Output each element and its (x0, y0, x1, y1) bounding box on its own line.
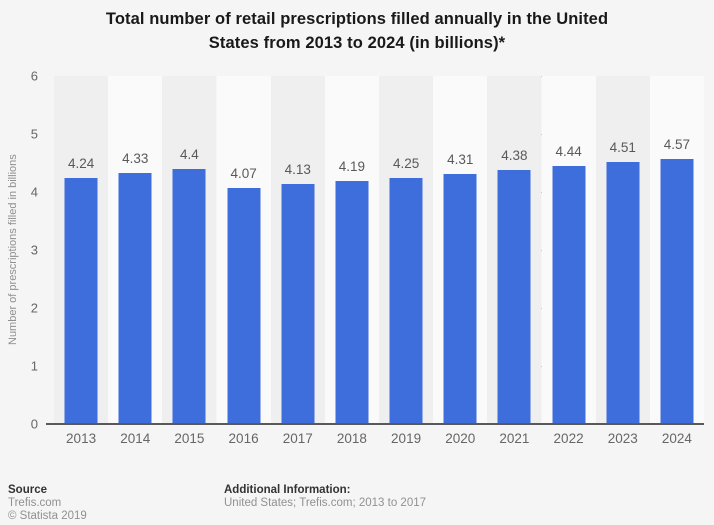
y-tick-label-2: 2 (30, 300, 38, 316)
y-tick-label-4: 4 (30, 184, 38, 200)
bar-2024[interactable] (660, 158, 694, 424)
x-axis-label-2018: 2018 (336, 431, 367, 446)
category-column-2018: 4.19 (324, 76, 379, 424)
bar-value-label-2014: 4.33 (122, 150, 149, 166)
chart-title: Total number of retail prescriptions fil… (0, 7, 714, 55)
bar-value-label-2024: 4.57 (663, 136, 691, 152)
category-column-2015: 4.4 (162, 76, 217, 424)
additional-info-block: Additional Information: United States; T… (224, 484, 426, 510)
x-axis-label-2021: 2021 (499, 431, 530, 446)
bar-value-label-2022: 4.44 (555, 144, 582, 160)
bar-2023[interactable] (606, 162, 640, 424)
category-column-2020: 4.31 (433, 76, 488, 424)
bar-2017[interactable] (281, 184, 315, 424)
y-tick-label-0: 0 (30, 416, 38, 432)
x-axis-label-2019: 2019 (391, 431, 422, 446)
x-axis-label-2014: 2014 (120, 431, 151, 446)
source-block: Source Trefis.com © Statista 2019 (8, 484, 87, 523)
x-axis-label-2016: 2016 (228, 431, 259, 446)
category-column-2013: 4.24 (54, 76, 109, 424)
bar-2019[interactable] (389, 177, 423, 424)
category-column-2024: 4.57 (649, 76, 704, 424)
x-axis-label-2024: 2024 (661, 431, 692, 446)
y-tick-label-5: 5 (30, 126, 38, 142)
additional-info-label: Additional Information: (224, 484, 351, 496)
bar-value-label-2019: 4.25 (392, 155, 420, 171)
bar-value-label-2016: 4.07 (230, 165, 257, 181)
x-axis-label-2013: 2013 (66, 431, 97, 446)
bar-value-label-2017: 4.13 (284, 162, 311, 178)
bar-2014[interactable] (118, 172, 152, 424)
category-column-2023: 4.51 (595, 76, 650, 424)
source-value: Trefis.com (8, 497, 62, 509)
bar-value-label-2013: 4.24 (67, 156, 95, 172)
bar-value-label-2015: 4.4 (180, 146, 199, 162)
plot-area: 4.24 4.33 4.4 4.07 4.13 4.19 4.25 4.31 4.38 4.44 4… (46, 76, 704, 425)
x-axis-labels: 2013 2014 2015 2016 2017 2018 2019 2020 2021 2022… (54, 431, 704, 447)
bar-value-label-2021: 4.38 (501, 147, 528, 163)
bar-2016[interactable] (227, 187, 261, 424)
y-tick-label-3: 3 (30, 242, 38, 258)
chart-title-line-1: Total number of retail prescriptions fil… (105, 10, 609, 28)
copyright-notice: © Statista 2019 (8, 510, 87, 522)
bar-value-label-2020: 4.31 (447, 152, 474, 168)
bar-2021[interactable] (497, 169, 531, 424)
category-column-2019: 4.25 (379, 76, 434, 424)
additional-info-value: United States; Trefis.com; 2013 to 2017 (224, 497, 427, 509)
bar-2013[interactable] (64, 178, 98, 424)
chart-title-line-2: States from 2013 to 2024 (in billions)* (208, 34, 506, 52)
category-column-2022: 4.44 (541, 76, 596, 424)
y-tick-label-6: 6 (30, 68, 38, 84)
x-axis-label-2020: 2020 (445, 431, 476, 446)
bar-2018[interactable] (335, 180, 369, 424)
category-column-2016: 4.07 (216, 76, 271, 424)
bar-value-label-2023: 4.51 (609, 140, 636, 156)
category-column-2017: 4.13 (270, 76, 325, 424)
y-axis-ticks: 0 1 2 3 4 5 6 (0, 69, 46, 432)
source-label: Source (8, 484, 47, 496)
x-axis-label-2017: 2017 (282, 431, 313, 446)
x-axis-line (46, 423, 704, 425)
category-column-2014: 4.33 (108, 76, 163, 424)
bar-2015[interactable] (172, 168, 206, 424)
y-tick-label-1: 1 (30, 358, 38, 374)
x-axis-label-2023: 2023 (607, 431, 638, 446)
bar-2020[interactable] (443, 174, 477, 424)
bar-value-label-2018: 4.19 (338, 158, 366, 174)
bar-2022[interactable] (552, 166, 586, 424)
x-axis-label-2022: 2022 (553, 431, 584, 446)
category-column-2021: 4.38 (487, 76, 542, 424)
x-axis-label-2015: 2015 (174, 431, 205, 446)
